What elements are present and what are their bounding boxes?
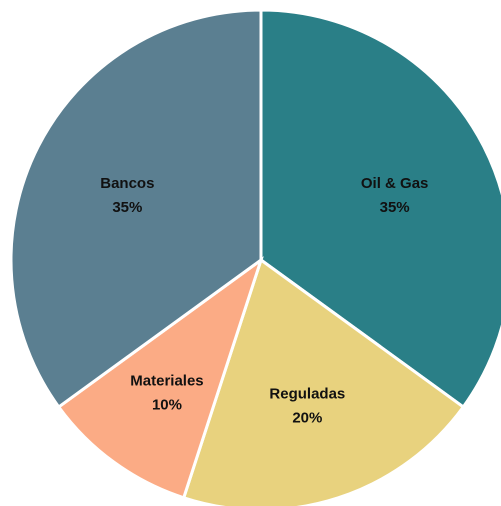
slice-label-materiales: Materiales <box>130 372 203 389</box>
pie-slice-reguladas <box>181 257 466 506</box>
pie-slice-materiales <box>56 256 264 500</box>
slice-value-oil-and-gas: 35% <box>380 199 410 216</box>
pie-slice-oil-and-gas <box>259 8 501 410</box>
slice-label-oil-and-gas: Oil & Gas <box>361 175 429 192</box>
pie-slice-bancos <box>9 8 263 410</box>
pie-slices <box>9 8 501 506</box>
slice-label-bancos: Bancos <box>100 175 154 192</box>
slice-value-reguladas: 20% <box>292 410 322 427</box>
slice-value-materiales: 10% <box>152 396 182 413</box>
pie-labels: Oil & Gas 35% Reguladas 20% Materiales 10% Ban… <box>100 175 428 427</box>
slice-value-bancos: 35% <box>112 199 142 216</box>
slice-label-reguladas: Reguladas <box>269 386 345 403</box>
